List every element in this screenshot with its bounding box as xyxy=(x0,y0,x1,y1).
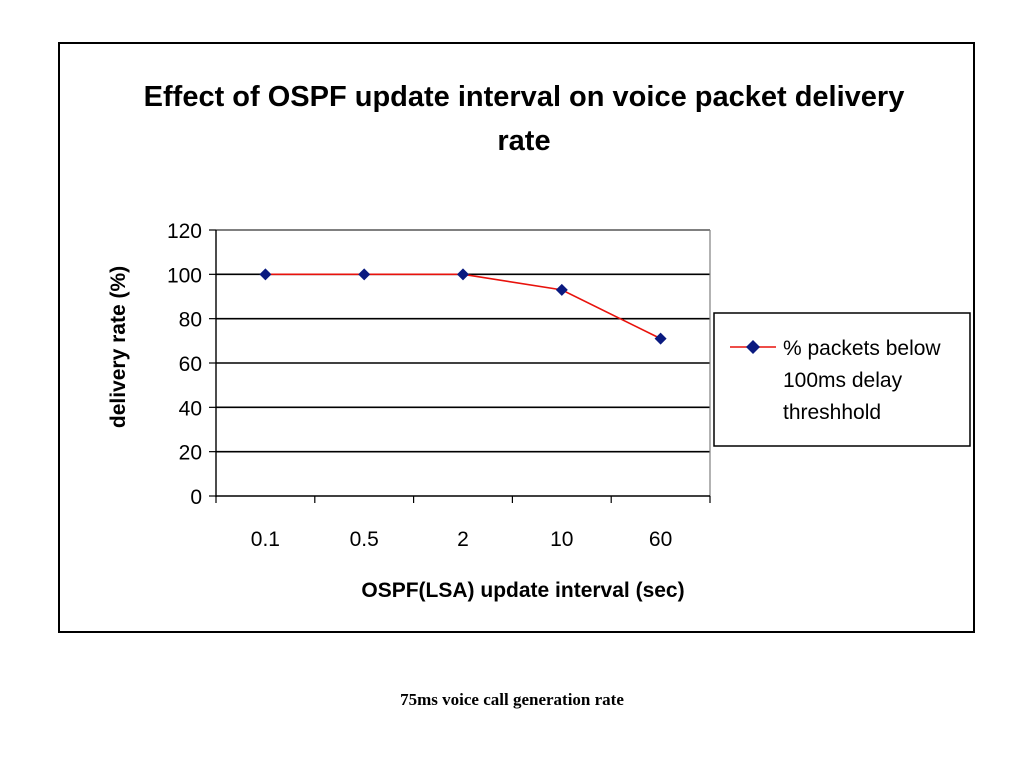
chart-title-line-1: Effect of OSPF update interval on voice … xyxy=(144,81,905,113)
legend-label-line-2: 100ms delay xyxy=(783,369,903,392)
data-point-marker xyxy=(654,332,667,345)
legend-box xyxy=(713,312,971,447)
legend: % packets below 100ms delay threshhold xyxy=(713,312,971,447)
legend-marker xyxy=(746,340,760,354)
y-axis-title: delivery rate (%) xyxy=(107,266,130,428)
x-tick-label: 0.1 xyxy=(251,528,280,551)
y-tick-label: 0 xyxy=(190,486,202,509)
chart-frame: Effect of OSPF update interval on voice … xyxy=(58,42,975,633)
y-tick-label: 40 xyxy=(179,397,202,420)
plot-area: 0 20 40 60 80 100 120 0.1 0.5 2 10 60 xyxy=(167,220,711,551)
y-tick-label: 100 xyxy=(167,264,202,287)
x-axis-title: OSPF(LSA) update interval (sec) xyxy=(361,579,684,602)
data-point-marker xyxy=(259,268,272,281)
legend-label-line-1: % packets below xyxy=(783,337,941,360)
data-point-marker xyxy=(555,283,568,296)
x-tick-label: 2 xyxy=(457,528,469,551)
chart-title-line-2: rate xyxy=(497,125,550,157)
data-point-marker xyxy=(358,268,371,281)
y-tick-label: 60 xyxy=(179,353,202,376)
chart-svg: Effect of OSPF update interval on voice … xyxy=(107,81,971,602)
legend-label-line-3: threshhold xyxy=(783,401,881,424)
y-tick-label: 120 xyxy=(167,220,202,243)
y-tick-label: 80 xyxy=(179,309,202,332)
x-tick-label: 60 xyxy=(649,528,672,551)
x-tick-label: 0.5 xyxy=(350,528,379,551)
x-tick-label: 10 xyxy=(550,528,573,551)
series-line xyxy=(265,273,661,340)
y-tick-label: 20 xyxy=(179,442,202,465)
data-point-marker xyxy=(457,268,469,281)
figure-caption: 75ms voice call generation rate xyxy=(400,690,624,709)
